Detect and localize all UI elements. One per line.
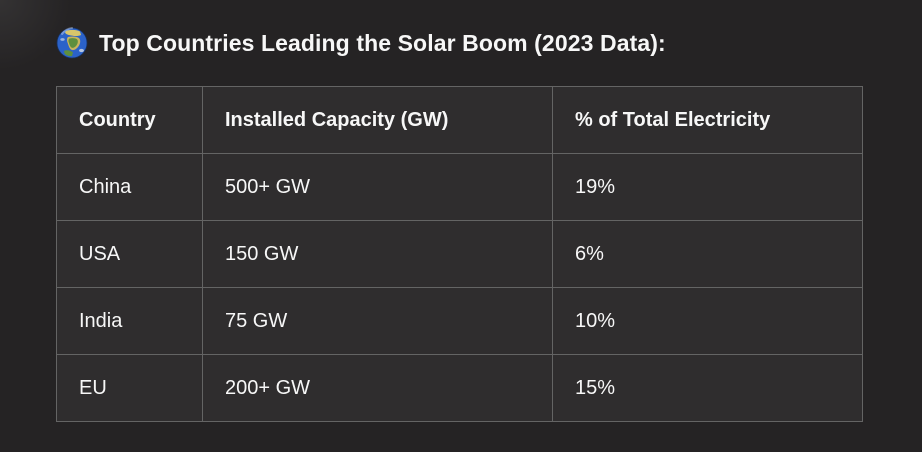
- cell-capacity: 75 GW: [202, 287, 553, 355]
- cell-capacity: 500+ GW: [202, 153, 553, 221]
- cell-share: 10%: [552, 287, 863, 355]
- cell-country: EU: [56, 354, 203, 422]
- cell-share: 19%: [552, 153, 863, 221]
- cell-country: India: [56, 287, 203, 355]
- page-title: Top Countries Leading the Solar Boom (20…: [56, 24, 922, 62]
- cell-country: China: [56, 153, 203, 221]
- cell-capacity: 150 GW: [202, 220, 553, 288]
- table-row: USA 150 GW 6%: [56, 220, 863, 288]
- column-header-installed-capacity: Installed Capacity (GW): [202, 86, 553, 154]
- table-row: India 75 GW 10%: [56, 287, 863, 355]
- page: Top Countries Leading the Solar Boom (20…: [56, 24, 922, 422]
- column-header-country: Country: [56, 86, 203, 154]
- cell-capacity: 200+ GW: [202, 354, 553, 422]
- table-row: China 500+ GW 19%: [56, 153, 863, 221]
- globe-icon: [56, 27, 88, 59]
- table-header-row: Country Installed Capacity (GW) % of Tot…: [56, 86, 863, 154]
- solar-countries-table: Country Installed Capacity (GW) % of Tot…: [56, 86, 863, 422]
- column-header-total-electricity: % of Total Electricity: [552, 86, 863, 154]
- cell-share: 6%: [552, 220, 863, 288]
- cell-country: USA: [56, 220, 203, 288]
- cell-share: 15%: [552, 354, 863, 422]
- page-title-text: Top Countries Leading the Solar Boom (20…: [99, 29, 666, 56]
- table-row: EU 200+ GW 15%: [56, 354, 863, 422]
